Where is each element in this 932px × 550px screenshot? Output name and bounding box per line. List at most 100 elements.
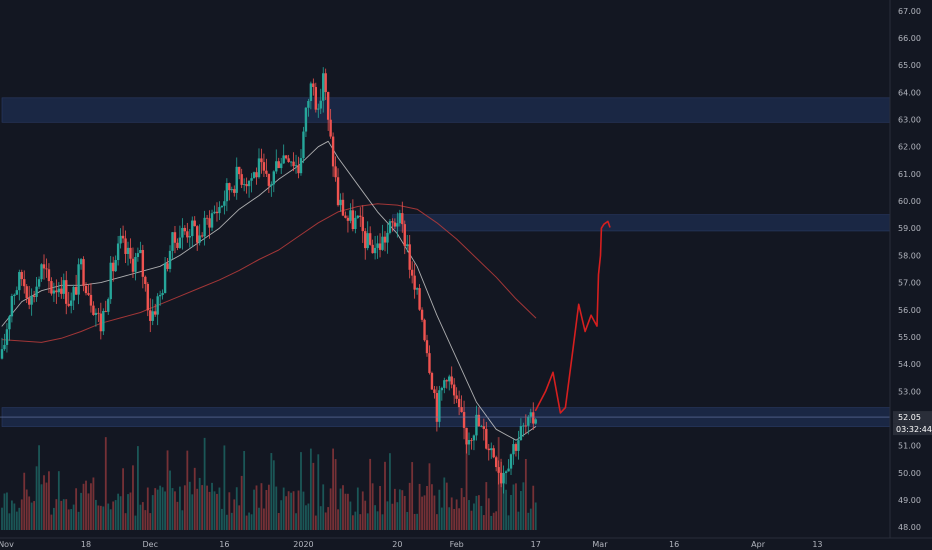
candle-body-77 xyxy=(191,220,194,237)
candle-body-142 xyxy=(351,210,355,230)
volume-bar-62 xyxy=(154,488,157,530)
volume-bar-205 xyxy=(507,515,510,530)
candle-body-147 xyxy=(364,231,367,249)
volume-bar-14 xyxy=(35,466,38,530)
volume-bar-182 xyxy=(450,497,453,530)
volume-bar-13 xyxy=(33,501,36,530)
candle-body-155 xyxy=(383,236,387,243)
x-tick-label-6: Feb xyxy=(450,540,464,549)
ma-fast-line xyxy=(1,140,537,441)
volume-bar-145 xyxy=(359,514,362,530)
candle-body-216 xyxy=(534,419,537,424)
volume-bar-10 xyxy=(25,489,28,530)
candle-body-146 xyxy=(361,216,364,232)
volume-bar-79 xyxy=(196,488,199,530)
volume-bar-85 xyxy=(211,482,213,530)
volume-bar-141 xyxy=(349,501,352,530)
candle-body-29 xyxy=(72,286,75,301)
candle-body-202 xyxy=(499,472,503,484)
candle-body-46 xyxy=(114,260,117,272)
candle-body-143 xyxy=(354,217,357,230)
candle-body-65 xyxy=(161,293,164,295)
candle-body-7 xyxy=(18,272,21,291)
volume-bar-202 xyxy=(500,458,503,530)
candle-body-106 xyxy=(262,162,266,171)
volume-bar-192 xyxy=(475,495,478,530)
candle-body-104 xyxy=(257,158,261,178)
volume-bar-93 xyxy=(230,512,233,530)
y-tick-label-7: 60.00 xyxy=(898,197,921,206)
candle-body-20 xyxy=(50,281,53,294)
candle-body-209 xyxy=(517,440,520,451)
volume-bar-53 xyxy=(132,465,134,530)
candle-body-102 xyxy=(252,172,256,179)
candle-body-107 xyxy=(265,170,268,174)
candle-body-211 xyxy=(522,425,525,427)
candle-body-18 xyxy=(45,268,48,270)
volume-bar-214 xyxy=(529,508,532,530)
volume-bar-164 xyxy=(406,511,409,530)
candle-body-8 xyxy=(20,272,23,280)
candle-body-66 xyxy=(163,263,167,294)
y-tick-label-3: 64.00 xyxy=(898,88,921,97)
candle-body-0 xyxy=(0,349,4,359)
volume-bar-131 xyxy=(324,512,327,530)
candle-body-19 xyxy=(47,269,51,282)
volume-bar-8 xyxy=(20,499,23,530)
volume-bar-90 xyxy=(223,445,226,530)
candle-body-164 xyxy=(406,244,409,247)
volume-bar-73 xyxy=(181,510,184,530)
candle-body-113 xyxy=(280,163,283,169)
candle-body-175 xyxy=(433,389,436,394)
volume-bar-102 xyxy=(253,489,255,530)
x-tick-label-8: Mar xyxy=(592,540,608,549)
candle-body-198 xyxy=(490,448,493,451)
candle-body-151 xyxy=(373,247,377,254)
volume-bar-211 xyxy=(522,482,525,530)
candle-body-99 xyxy=(245,184,248,187)
candle-body-83 xyxy=(205,217,209,219)
candle-body-54 xyxy=(134,256,137,272)
volume-bar-59 xyxy=(146,487,149,530)
volume-bar-209 xyxy=(517,511,520,530)
volume-bar-193 xyxy=(477,495,480,530)
volume-bar-38 xyxy=(94,499,97,530)
candle-body-80 xyxy=(198,235,201,243)
y-tick-label-1: 66.00 xyxy=(898,34,921,43)
candle-body-22 xyxy=(55,290,58,293)
volume-bar-144 xyxy=(356,487,359,530)
volume-bar-113 xyxy=(280,500,283,530)
volume-bar-189 xyxy=(468,500,470,530)
volume-bar-178 xyxy=(440,507,443,530)
candle-body-183 xyxy=(452,384,456,396)
y-tick-label-16: 51.00 xyxy=(898,442,921,451)
candle-body-159 xyxy=(393,222,397,227)
candle-body-132 xyxy=(326,92,330,120)
volume-bar-55 xyxy=(137,446,139,530)
volume-bar-143 xyxy=(354,511,357,530)
volume-bar-21 xyxy=(52,507,55,530)
volume-bar-159 xyxy=(393,488,396,530)
volume-bar-206 xyxy=(510,495,512,530)
volume-bar-45 xyxy=(112,501,115,530)
volume-bar-65 xyxy=(161,487,164,530)
volume-bar-22 xyxy=(55,499,58,530)
volume-bar-67 xyxy=(166,450,169,530)
candle-body-6 xyxy=(15,290,19,295)
volume-bar-16 xyxy=(40,484,43,530)
volume-bar-175 xyxy=(433,495,436,530)
candle-body-34 xyxy=(84,285,88,294)
volume-bar-128 xyxy=(317,454,320,530)
candle-body-191 xyxy=(472,435,476,441)
volume-bar-11 xyxy=(28,496,31,530)
x-tick-label-5: 20 xyxy=(392,540,402,549)
candle-body-88 xyxy=(218,207,221,214)
volume-bar-103 xyxy=(255,485,258,530)
candle-body-71 xyxy=(176,242,179,248)
y-tick-label-18: 49.00 xyxy=(898,496,921,505)
volume-bar-28 xyxy=(70,509,73,530)
volume-bar-150 xyxy=(371,483,374,530)
volume-bar-57 xyxy=(141,502,144,530)
volume-bar-168 xyxy=(416,513,419,530)
